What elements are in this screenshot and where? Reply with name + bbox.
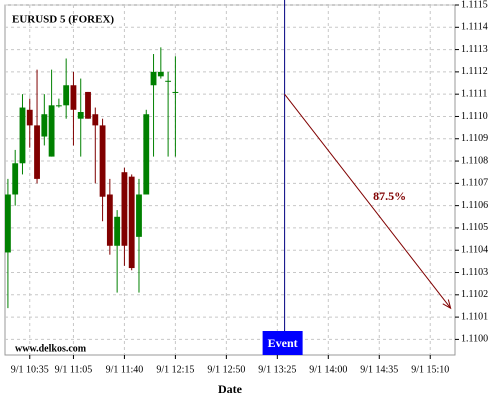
candle-body [92, 114, 99, 126]
event-label: Event [268, 336, 298, 350]
forecast-label: 87.5% [373, 189, 406, 203]
y-tick-label: 1.1109 [461, 133, 488, 144]
candle-body [26, 109, 33, 126]
x-tick-label: 9/1 15:10 [411, 364, 449, 375]
x-tick-label: 9/1 11:40 [106, 364, 144, 375]
x-axis-label: Date [218, 382, 243, 396]
x-tick-label: 9/1 12:50 [207, 364, 245, 375]
x-tick-label: 9/1 14:35 [360, 364, 398, 375]
y-tick-label: 1.1100 [461, 334, 488, 345]
y-tick-label: 1.1111 [461, 88, 487, 99]
candle-body [165, 80, 172, 82]
candle-body [99, 125, 106, 197]
candle-body [85, 91, 91, 119]
y-tick-label: 1.1106 [461, 200, 488, 211]
candle-body [106, 194, 113, 246]
y-tick-label: 1.1114 [461, 22, 488, 33]
event-box [262, 331, 303, 355]
watermark: www.delkos.com [15, 343, 87, 354]
x-tick-label: 9/1 13:25 [258, 364, 296, 375]
y-tick-label: 1.1110 [461, 111, 488, 122]
chart-title: EURUSD 5 (FOREX) [12, 14, 114, 26]
y-tick-label: 1.1101 [461, 311, 488, 322]
candle-body [70, 85, 77, 110]
candle-body [150, 71, 157, 86]
candle-body [63, 85, 70, 106]
y-tick-label: 1.1103 [461, 267, 488, 278]
candle-body [19, 107, 26, 164]
candle-body [128, 176, 135, 269]
x-tick-label: 9/1 14:00 [309, 364, 347, 375]
candle-body [136, 194, 142, 237]
x-tick-label: 9/1 12:15 [156, 364, 194, 375]
y-tick-label: 1.1113 [461, 44, 488, 55]
y-tick-label: 1.1105 [461, 222, 488, 233]
arrow-head [442, 299, 452, 310]
candle-body [143, 114, 150, 195]
candle-body [34, 125, 40, 179]
y-tick-label: 1.1102 [461, 289, 488, 300]
candle-body [121, 172, 128, 246]
candle-body [5, 194, 11, 253]
candle-body [172, 91, 179, 93]
candle-body [114, 216, 121, 246]
candle-body [12, 163, 19, 195]
y-tick-label: 1.1112 [461, 66, 488, 77]
forecast-line [284, 93, 452, 309]
candle-body [157, 71, 164, 77]
candle-body [41, 114, 48, 137]
y-tick-label: 1.1108 [461, 155, 488, 166]
candle-body [77, 112, 84, 119]
y-tick-label: 1.1107 [461, 178, 488, 189]
x-tick-label: 9/1 11:05 [55, 364, 93, 375]
candle-body [48, 105, 55, 157]
y-tick-label: 1.1104 [461, 245, 488, 256]
y-tick-label: 1.1115 [461, 0, 488, 10]
plot: Event 87.5% [5, 0, 459, 359]
candle-body [55, 105, 62, 107]
x-tick-label: 9/1 10:35 [11, 364, 49, 375]
